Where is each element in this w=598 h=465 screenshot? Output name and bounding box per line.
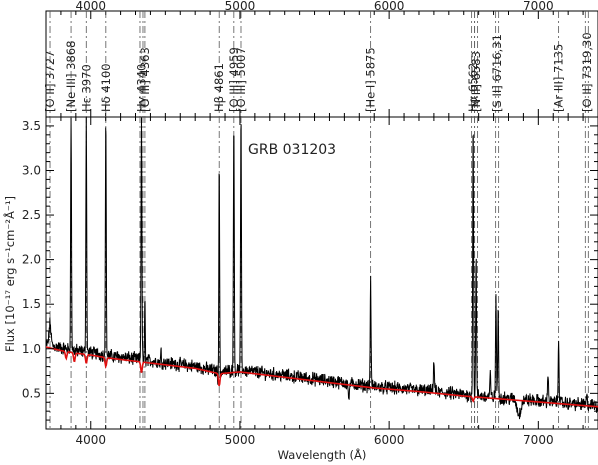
emission-line-label: [O III] 5007 [234, 47, 248, 112]
emission-line-label: [He I] 5875 [364, 47, 378, 112]
emission-line-label: [Ne III] 3868 [64, 41, 78, 112]
top-axis-tick-labels: 4000 5000 6000 7000 [75, 0, 553, 13]
x-tick-label: 4000 [75, 433, 106, 447]
x-axis-title: Wavelength (Å) [278, 447, 367, 462]
emission-line-label: Hε 3970 [79, 64, 93, 112]
emission-line-label: Hα 6562 [466, 63, 480, 112]
top-tick-label: 4000 [75, 0, 106, 13]
emission-line-label: [N II] 6583 [469, 51, 483, 112]
x-axis-ticks [45, 117, 598, 429]
x-tick-label: 5000 [225, 433, 256, 447]
emission-line-markers [49, 11, 589, 429]
y-tick-label: 2.5 [22, 208, 41, 222]
emission-line-label: Hδ 4100 [99, 63, 113, 112]
y-tick-label: 1.5 [22, 297, 41, 311]
x-tick-label: 6000 [374, 433, 405, 447]
y-axis-ticks [46, 116, 598, 430]
emission-line-label: Hβ 4861 [212, 63, 226, 112]
top-axis-ticks [45, 11, 598, 117]
x-tick-label: 7000 [523, 433, 554, 447]
emission-line-label: [Ar III] 7135 [552, 44, 566, 112]
line-label-strip [45, 10, 598, 118]
spectrum-series [46, 117, 598, 420]
y-axis-tick-labels: 0.5 1.0 1.5 2.0 2.5 3.0 3.5 [22, 119, 41, 400]
emission-line-label: [O III] 4959 [227, 47, 241, 112]
object-label: GRB 031203 [248, 142, 336, 158]
emission-line-label: [O II] 7319,30 [580, 32, 594, 112]
emission-line-label: [O II] 3727 [43, 51, 57, 112]
emission-line-label: [S II] 6716,31 [490, 34, 504, 112]
plot-frame [45, 116, 598, 430]
emission-line-labels: [O II] 3727 [Ne III] 3868 Hε 3970 Hδ 4100 Hγ… [43, 32, 594, 112]
y-tick-label: 1.0 [22, 342, 41, 356]
emission-line-label: Hγ 4340 [134, 64, 148, 112]
top-tick-label: 5000 [225, 0, 256, 13]
y-tick-label: 3.5 [22, 119, 41, 133]
continuum-model-series [46, 346, 598, 408]
y-axis-title: Flux [10⁻¹⁷ erg s⁻¹cm⁻²Å⁻¹] [2, 196, 17, 352]
x-axis-tick-labels: 4000 5000 6000 7000 [75, 433, 553, 447]
y-tick-label: 0.5 [22, 386, 41, 400]
top-tick-label: 6000 [374, 0, 405, 13]
y-tick-label: 3.0 [22, 163, 41, 177]
y-tick-label: 2.0 [22, 253, 41, 267]
emission-line-label: [O III] 4363 [138, 47, 152, 112]
top-tick-label: 7000 [523, 0, 554, 13]
